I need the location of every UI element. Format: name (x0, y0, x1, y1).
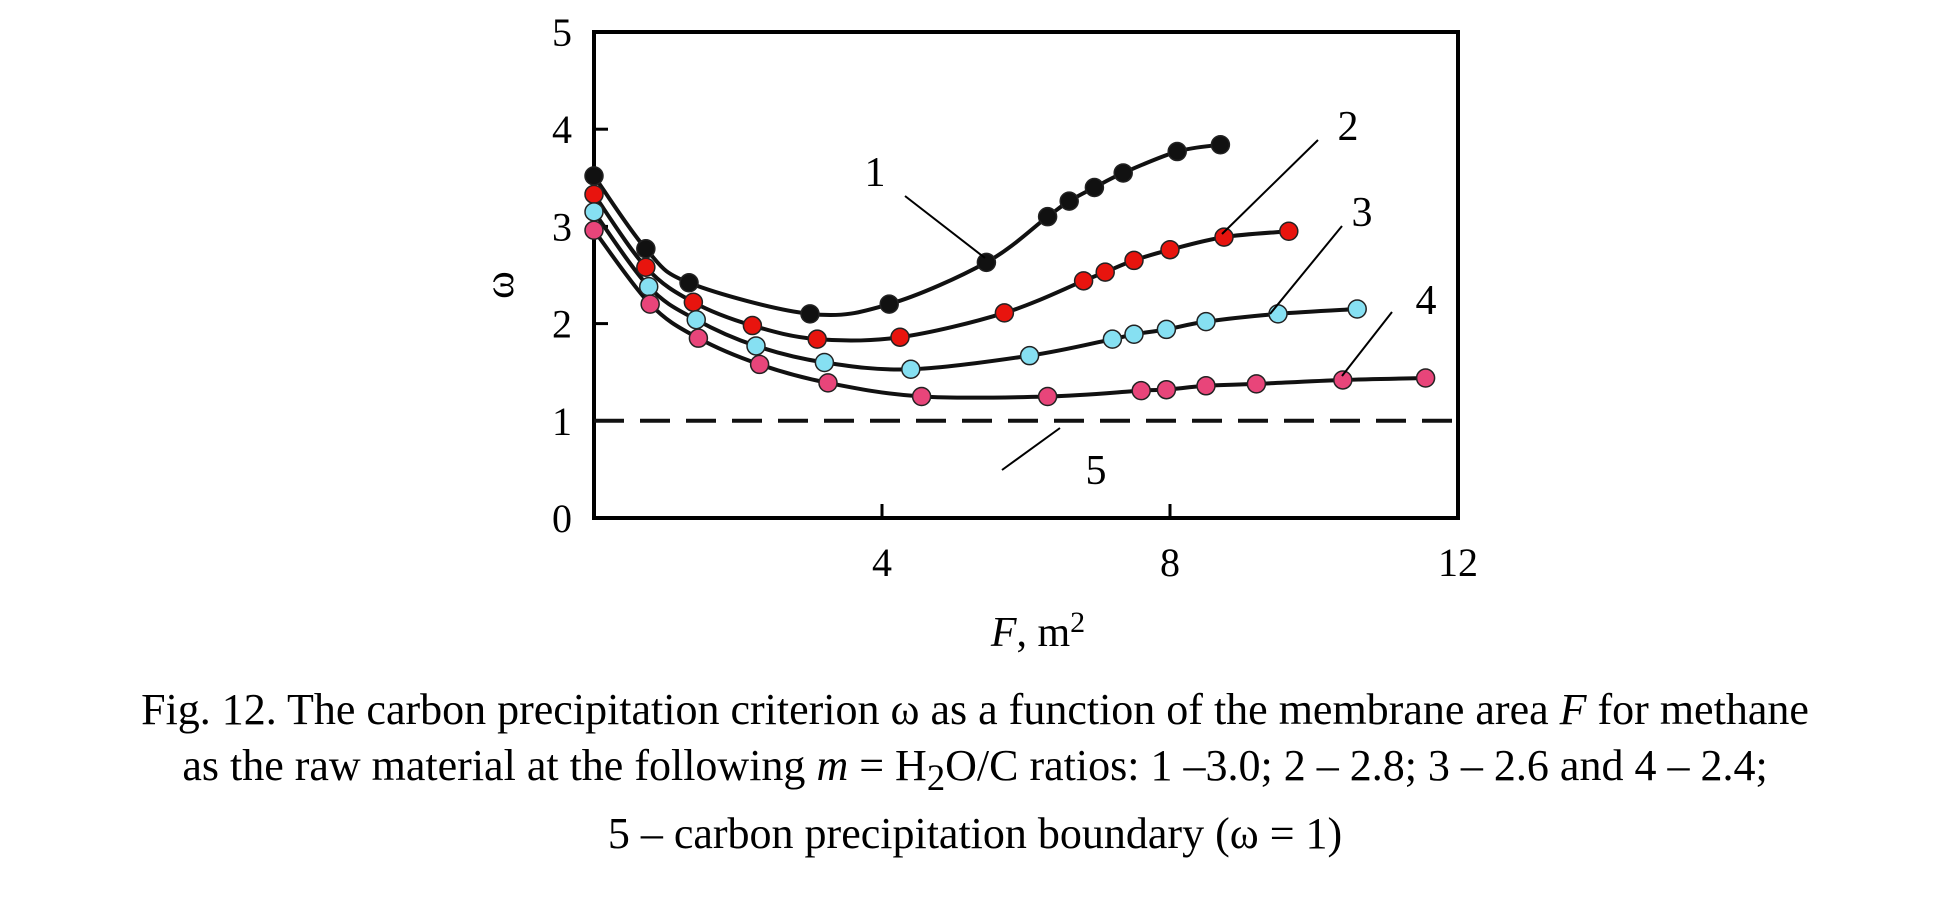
caption-subscript: 2 (926, 756, 946, 798)
data-points (584, 135, 1436, 407)
caption-line-1: Fig. 12. The carbon precipitation criter… (0, 682, 1950, 738)
caption-text: Fig. 12. The carbon precipitation criter… (141, 685, 1560, 734)
x-axis-title-superscript: 2 (1070, 606, 1085, 639)
leader-lines (904, 139, 1393, 471)
data-point-series-4 (911, 386, 932, 407)
data-point-series-3 (1019, 345, 1040, 366)
data-point-series-3 (1156, 319, 1177, 340)
data-point-series-4 (1196, 376, 1216, 396)
x-axis-title-unit: , m (1016, 610, 1070, 656)
data-point-series-3 (814, 352, 835, 373)
x-tick-label: 8 (1160, 540, 1180, 585)
caption-text: as the raw material at the following (182, 741, 817, 790)
leader-line-3 (1269, 225, 1343, 315)
y-tick-label: 2 (552, 302, 572, 347)
data-point-series-4 (1246, 374, 1267, 394)
data-point-series-1 (1210, 135, 1231, 155)
data-point-series-2 (807, 329, 827, 349)
curve-label-5: 5 (1086, 448, 1107, 494)
data-point-series-2 (1279, 221, 1299, 242)
plot-frame (592, 30, 1460, 520)
plot-border (592, 30, 1460, 520)
caption-text: O/C ratios: 1 –3.0; 2 – 2.8; 3 – 2.6 and… (945, 741, 1768, 790)
data-point-series-2 (742, 315, 763, 336)
data-point-series-1 (1037, 206, 1058, 227)
y-tick-label: 5 (552, 10, 572, 55)
data-point-series-3 (1102, 329, 1123, 349)
data-point-series-1 (976, 252, 997, 273)
x-tick-label: 4 (872, 540, 892, 585)
data-point-series-1 (1113, 163, 1133, 183)
curve-label-4: 4 (1416, 278, 1437, 324)
data-point-series-3 (584, 202, 604, 222)
curve-label-1: 1 (865, 150, 886, 196)
curve-label-3: 3 (1352, 190, 1373, 236)
data-point-series-3 (638, 276, 659, 297)
caption-line-3: 5 – carbon precipitation boundary (ω = 1… (607, 808, 1343, 858)
data-point-series-2 (890, 327, 910, 347)
y-tick-label: 4 (552, 107, 572, 152)
data-point-series-2 (994, 303, 1015, 323)
data-point-series-2 (1160, 239, 1180, 260)
data-point-series-4 (1333, 370, 1353, 390)
data-point-series-2 (1124, 250, 1144, 271)
data-point-series-3 (1124, 324, 1144, 345)
caption-symbol-m: m (816, 741, 849, 790)
data-point-series-2 (1095, 262, 1115, 282)
data-point-series-1 (800, 304, 820, 324)
data-point-series-4 (818, 373, 838, 393)
series-lines (592, 142, 1426, 400)
data-point-series-1 (584, 166, 604, 186)
curve-labels: 1 2 34 5 (865, 104, 1437, 494)
data-point-series-3 (746, 336, 766, 356)
data-point-series-2 (1073, 271, 1094, 291)
x-axis-title: F, m2 (990, 606, 1085, 656)
data-point-series-1 (1167, 141, 1187, 162)
data-point-series-3 (901, 359, 921, 380)
data-point-series-1 (879, 294, 899, 314)
caption-line-2: as the raw material at the following m =… (0, 738, 1950, 806)
data-point-series-2 (1214, 227, 1234, 247)
x-tick-label: 12 (1438, 540, 1478, 585)
data-point-series-3 (686, 309, 706, 330)
data-point-series-2 (584, 184, 604, 205)
leader-line-4 (1341, 311, 1393, 377)
data-point-series-2 (683, 292, 704, 312)
y-tick-label: 1 (552, 399, 572, 444)
data-point-series-1 (679, 273, 699, 293)
data-point-series-4 (749, 354, 770, 375)
data-point-series-3 (1347, 299, 1367, 319)
caption-symbol-f: F (1559, 685, 1587, 734)
data-point-series-4 (584, 220, 604, 241)
y-tick-label: 0 (552, 496, 572, 541)
leader-line-2 (1221, 139, 1319, 235)
data-point-series-4 (1037, 386, 1058, 407)
data-point-series-4 (640, 294, 660, 314)
x-axis-title-symbol: F (990, 610, 1017, 656)
data-point-series-1 (636, 239, 656, 259)
data-point-series-4 (1415, 368, 1436, 388)
data-point-series-1 (1059, 191, 1079, 211)
data-point-series-3 (1268, 304, 1288, 324)
caption-text: for methane (1586, 685, 1809, 734)
data-point-series-4 (1156, 379, 1177, 400)
y-axis-title: ω (477, 271, 523, 299)
data-point-series-2 (636, 257, 656, 277)
y-tick-label: 3 (552, 204, 572, 249)
caption-text: = H (848, 741, 927, 790)
curve-label-2: 2 (1338, 104, 1359, 150)
data-point-series-4 (1131, 380, 1151, 401)
data-point-series-3 (1196, 311, 1216, 332)
leader-line-5 (1001, 427, 1061, 471)
data-point-series-1 (1084, 177, 1105, 198)
data-point-series-4 (688, 328, 709, 348)
figure-caption: Fig. 12. The carbon precipitation criter… (0, 682, 1950, 862)
leader-line-1 (904, 195, 986, 259)
